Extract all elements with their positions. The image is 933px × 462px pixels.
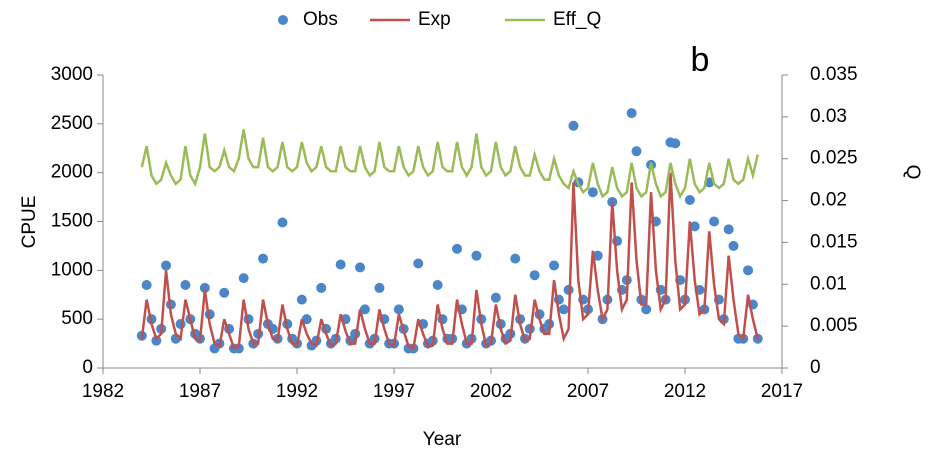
obs-point <box>219 287 230 298</box>
y2-tick-label: 0.03 <box>810 106 847 127</box>
y-tick-label: 0 <box>82 357 93 378</box>
x-tick-label: 1992 <box>276 381 318 402</box>
obs-point <box>452 243 463 254</box>
obs-point <box>355 262 366 273</box>
y2-tick-label: 0.015 <box>810 231 858 252</box>
obs-point <box>301 314 312 325</box>
obs-point <box>684 195 695 206</box>
legend-label: Eff_Q <box>553 9 601 30</box>
y2-tick-label: 0.025 <box>810 148 858 169</box>
obs-point <box>728 240 739 251</box>
obs-point <box>471 250 482 261</box>
y2-tick-label: 0.02 <box>810 190 847 211</box>
y-tick-label: 2000 <box>51 162 93 183</box>
obs-point <box>490 292 501 303</box>
x-tick-label: 1997 <box>373 381 415 402</box>
y2-axis-title: Q <box>902 165 923 180</box>
y-axis-title: CPUE <box>19 196 40 249</box>
obs-point <box>141 279 152 290</box>
obs-point <box>549 260 560 271</box>
x-tick-label: 1982 <box>82 381 124 402</box>
y-tick-label: 1000 <box>51 259 93 280</box>
obs-point <box>631 146 642 157</box>
obs-point <box>510 253 521 264</box>
obs-point <box>413 258 424 269</box>
y2-tick-label: 0 <box>810 357 821 378</box>
annotation: b <box>691 41 710 79</box>
obs-point <box>529 270 540 281</box>
obs-point <box>151 335 162 346</box>
obs-point <box>316 282 327 293</box>
legend-label: Exp <box>418 9 451 30</box>
obs-point <box>393 304 404 315</box>
x-tick-label: 2007 <box>567 381 609 402</box>
obs-point <box>689 221 700 232</box>
obs-point <box>180 279 191 290</box>
obs-point <box>233 343 244 354</box>
x-tick-label: 2002 <box>470 381 512 402</box>
obs-point <box>238 273 249 284</box>
x-tick-label: 1987 <box>179 381 221 402</box>
obs-point <box>161 260 172 271</box>
obs-point <box>558 304 569 315</box>
obs-point <box>723 224 734 235</box>
obs-point <box>568 120 579 131</box>
y2-tick-label: 0.01 <box>810 273 847 294</box>
y2-tick-label: 0.005 <box>810 315 858 336</box>
legend-marker <box>278 15 288 25</box>
y2-tick-label: 0.035 <box>810 64 858 85</box>
obs-point <box>743 265 754 276</box>
obs-point <box>277 217 288 228</box>
obs-point <box>709 216 720 227</box>
y-tick-label: 1500 <box>51 211 93 232</box>
obs-point <box>374 282 385 293</box>
series-line <box>140 129 759 200</box>
x-tick-label: 2012 <box>664 381 706 402</box>
series-line <box>140 172 759 351</box>
obs-point <box>432 279 443 290</box>
x-axis-title: Year <box>423 429 462 450</box>
y-tick-label: 500 <box>61 308 93 329</box>
x-tick-label: 2017 <box>761 381 803 402</box>
obs-point <box>359 304 370 315</box>
obs-point <box>335 259 346 270</box>
obs-point <box>587 187 598 198</box>
obs-point <box>670 138 681 149</box>
obs-point <box>296 294 307 305</box>
obs-point <box>626 108 637 119</box>
obs-point <box>199 282 210 293</box>
legend-label: Obs <box>303 9 338 30</box>
obs-point <box>592 250 603 261</box>
obs-point <box>641 304 652 315</box>
y-tick-label: 3000 <box>51 64 93 85</box>
obs-point <box>258 253 269 264</box>
y-tick-label: 2500 <box>51 113 93 134</box>
